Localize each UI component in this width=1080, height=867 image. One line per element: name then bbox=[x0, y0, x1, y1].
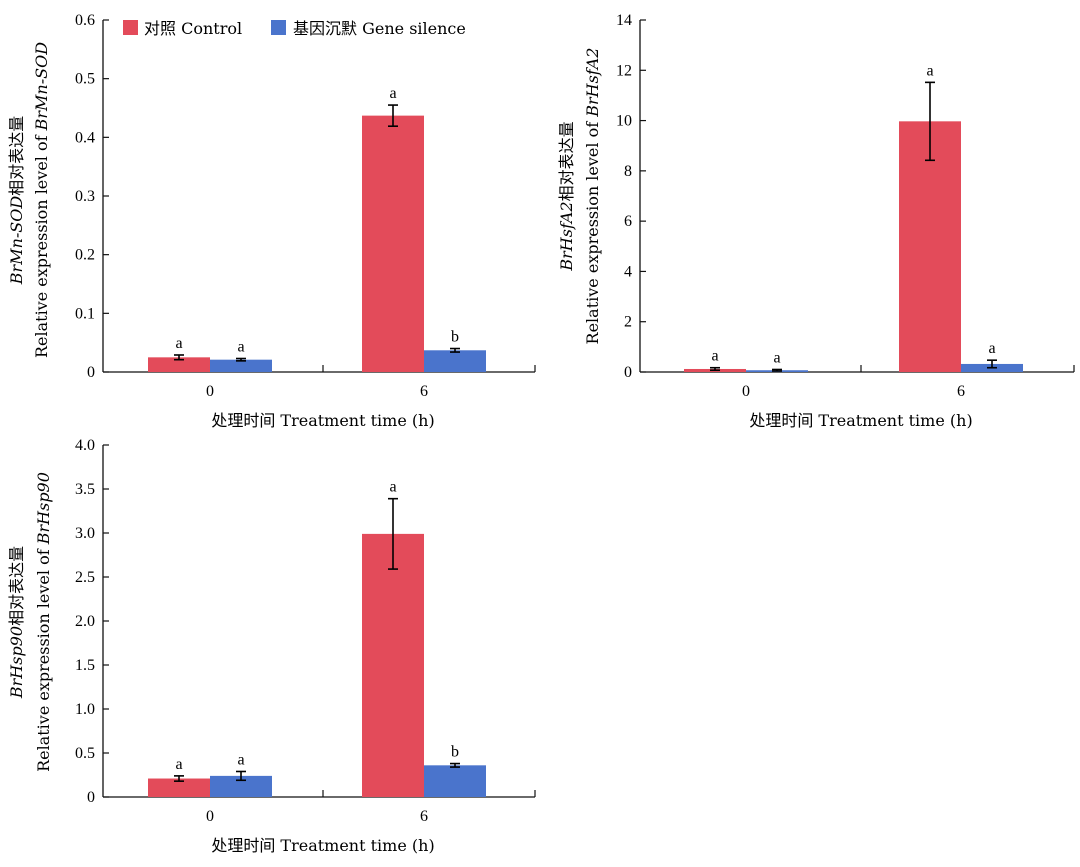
y-axis-title-line2: Relative expression level of BrHsfA2 bbox=[583, 48, 602, 345]
y-axis-title-line1: BrMn-SOD相对表达量 bbox=[7, 116, 26, 285]
significance-letter: a bbox=[237, 751, 244, 768]
y-tick-label: 0.1 bbox=[75, 305, 95, 322]
significance-letter: b bbox=[451, 744, 459, 761]
y-tick-label: 12 bbox=[616, 62, 632, 79]
y-tick-label: 0.5 bbox=[75, 71, 95, 88]
significance-letter: a bbox=[711, 348, 718, 365]
y-axis-title-line2: Relative expression level of BrHsp90 bbox=[34, 472, 53, 772]
y-axis-title-line1: BrHsfA2相对表达量 bbox=[557, 121, 576, 271]
y-tick-label: 0 bbox=[87, 364, 95, 381]
y-tick-label: 2.0 bbox=[75, 613, 95, 630]
significance-letter: a bbox=[389, 479, 396, 496]
y-tick-label: 2 bbox=[624, 314, 632, 331]
y-tick-label: 1.0 bbox=[75, 701, 95, 718]
legend-label-control: 对照 Control bbox=[144, 19, 242, 38]
significance-letter: a bbox=[237, 339, 244, 356]
x-axis-title: 处理时间 Treatment time (h) bbox=[749, 411, 972, 430]
bar-control bbox=[148, 778, 210, 797]
x-tick-label: 6 bbox=[420, 808, 428, 825]
legend-swatch-control bbox=[123, 20, 138, 35]
bar-silence bbox=[210, 359, 272, 372]
x-tick-label: 0 bbox=[206, 808, 214, 825]
bar-control bbox=[148, 357, 210, 372]
y-tick-label: 10 bbox=[616, 113, 632, 130]
legend: 对照 Control 基因沉默 Gene silence bbox=[123, 19, 466, 38]
bar-silence bbox=[210, 775, 272, 797]
y-tick-label: 6 bbox=[624, 213, 632, 230]
y-tick-label: 3.0 bbox=[75, 525, 95, 542]
significance-letter: a bbox=[988, 340, 995, 357]
y-tick-label: 14 bbox=[616, 12, 632, 29]
significance-letter: a bbox=[773, 349, 780, 366]
y-tick-label: 4.0 bbox=[75, 437, 95, 454]
y-tick-label: 1.5 bbox=[75, 657, 95, 674]
y-tick-label: 0.4 bbox=[75, 129, 95, 146]
significance-letter: b bbox=[451, 329, 459, 346]
x-axis-title: 处理时间 Treatment time (h) bbox=[211, 836, 434, 855]
x-tick-label: 6 bbox=[957, 383, 965, 400]
x-tick-label: 0 bbox=[206, 383, 214, 400]
y-tick-label: 8 bbox=[624, 163, 632, 180]
legend-swatch-silence bbox=[271, 20, 286, 35]
y-tick-label: 0 bbox=[624, 364, 632, 381]
y-tick-label: 2.5 bbox=[75, 569, 95, 586]
significance-letter: a bbox=[389, 85, 396, 102]
y-tick-label: 0.2 bbox=[75, 247, 95, 264]
bar-control bbox=[899, 121, 961, 372]
bar-silence bbox=[424, 765, 486, 797]
chart-panel-3: 0 0.5 1.0 1.5 2.0 2.5 3.0 3.5 4.0 0 6 a a a b 处理时间 Trea… bbox=[7, 437, 536, 855]
legend-label-silence: 基因沉默 Gene silence bbox=[293, 19, 466, 38]
y-tick-label: 4 bbox=[624, 263, 632, 280]
y-tick-label: 0.5 bbox=[75, 745, 95, 762]
x-tick-label: 6 bbox=[420, 383, 428, 400]
significance-letter: a bbox=[926, 62, 933, 79]
significance-letter: a bbox=[175, 335, 182, 352]
y-tick-label: 0.3 bbox=[75, 188, 95, 205]
bar-control bbox=[362, 533, 424, 797]
bar-silence bbox=[424, 350, 486, 372]
chart-panel-2: 0 2 4 6 8 10 12 14 0 6 a a a a 处理时间 Treatment time (h)… bbox=[557, 12, 1075, 430]
y-tick-label: 3.5 bbox=[75, 481, 95, 498]
x-tick-label: 0 bbox=[742, 383, 750, 400]
x-axis-title: 处理时间 Treatment time (h) bbox=[211, 411, 434, 430]
significance-letter: a bbox=[175, 756, 182, 773]
y-axis-title-line2: Relative expression level of BrMn-SOD bbox=[32, 42, 51, 358]
bar-control bbox=[362, 115, 424, 373]
y-axis-title-line1: BrHsp90相对表达量 bbox=[7, 546, 26, 699]
y-tick-label: 0 bbox=[87, 789, 95, 806]
y-tick-label: 0.6 bbox=[75, 12, 95, 29]
chart-panel-1: 0 0.1 0.2 0.3 0.4 0.5 0.6 0 6 a a a b 处理时间 Treatment … bbox=[7, 12, 536, 430]
